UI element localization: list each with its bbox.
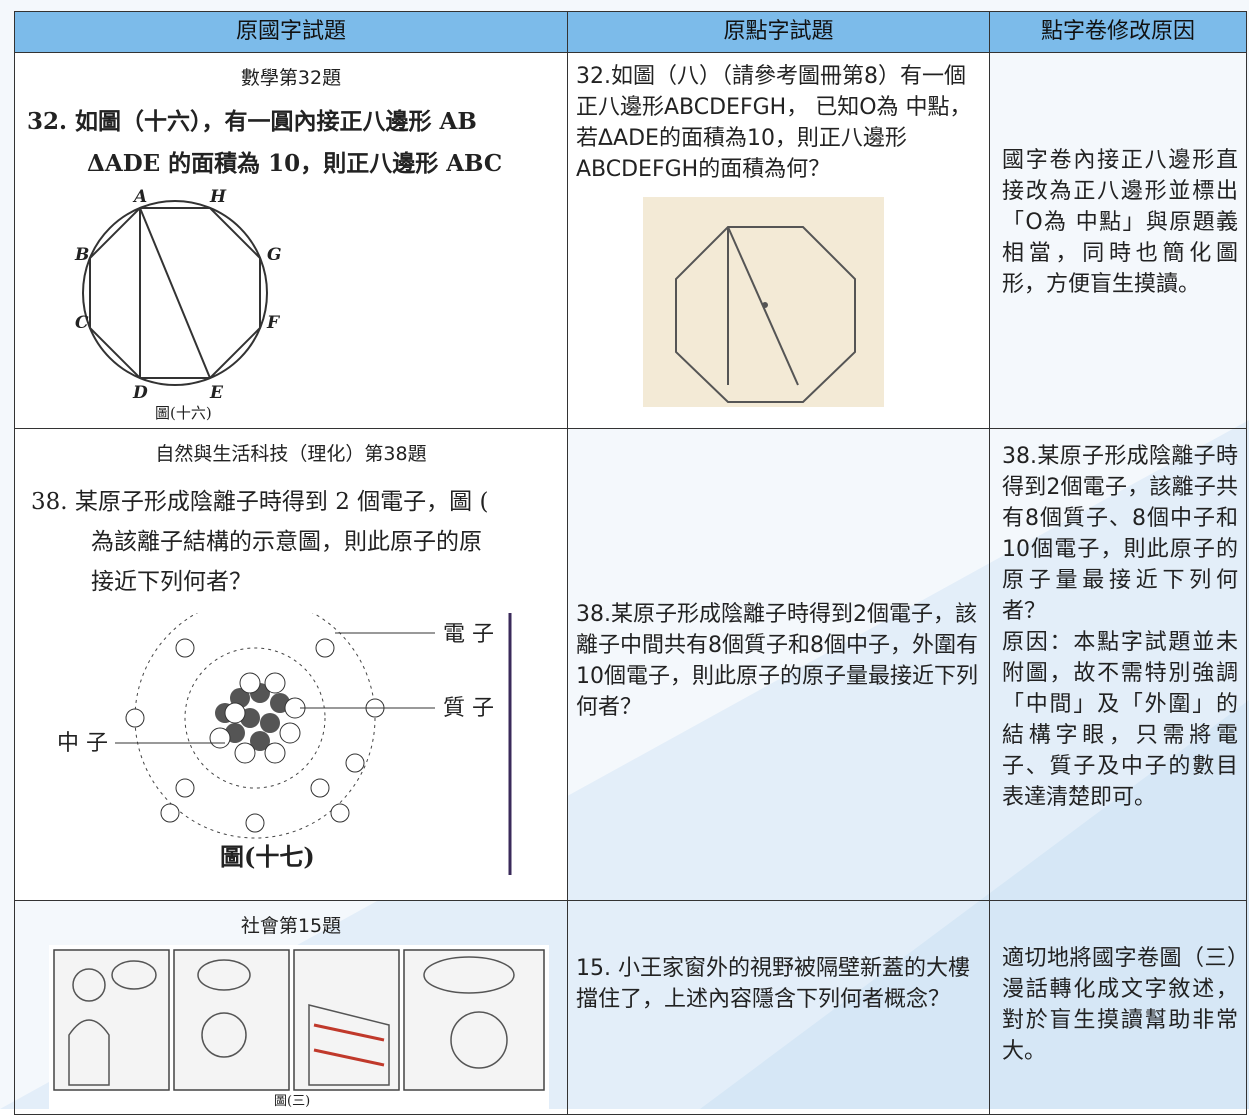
header-cell: 原點字試題 [567,11,990,53]
figure-label: 質 子 [443,696,494,721]
reason-cell: 適切地將國字卷圖（三）漫話轉化成文字敘述，對於盲生摸讀幫助非常大。 [989,900,1247,1115]
atom-figure: 電 子 質 子 中 子 圖(十七) [57,613,512,875]
original-cell: 自然與生活科技（理化）第38題 38. 某原子形成陰離子時得到 2 個電子，圖 … [14,428,568,901]
reason-text: 國字卷內接正八邊形直接改為正八邊形並標出「O為 中點」與原題義相當，同時也簡化圖… [1002,148,1238,297]
original-cell: 數學第32題 32. 如圖（十六），有一圓內接正八邊形 AB ΔADE 的面積為… [14,52,568,429]
braille-text: 38.某原子形成陰離子時得到2個電子，該離子中間共有8個質子和8個中子，外圍有1… [576,602,978,720]
header-cell: 點字卷修改原因 [989,11,1247,53]
braille-text: 32.如圖（八）（請參考圖冊第8）有一個正八邊形ABCDEFGH， 已知O為 中… [576,64,972,182]
question-line: 32. 如圖（十六），有一圓內接正八邊形 AB [27,108,477,135]
subject: 自然與生活科技（理化）第38題 [155,443,427,465]
figure-caption: 圖(十六) [155,404,212,422]
vertex-label: E [209,383,224,403]
octagon-figure: A H B G C F D E 圖(十六) [74,188,282,422]
question-line: 38. 某原子形成陰離子時得到 2 個電子，圖 ( [31,489,489,515]
figure-label: 中 子 [57,731,108,756]
vertex-label: H [209,188,227,207]
figure-caption: 圖(三) [274,1094,310,1109]
question-line: 為該離子結構的示意圖，則此原子的原 [91,529,482,555]
comic-figure: 圖(三) [49,945,549,1110]
question-line: ΔADE 的面積為 10，則正八邊形 ABC [87,150,503,177]
figure-caption: 圖(十七) [220,842,315,871]
header-cell: 原國字試題 [14,11,568,53]
question-line: 接近下列何者？ [91,569,252,595]
reason-text: 適切地將國字卷圖（三）漫話轉化成文字敘述，對於盲生摸讀幫助非常大。 [1002,946,1238,1064]
subject: 數學第32題 [240,67,342,89]
braille-cell: 32.如圖（八）（請參考圖冊第8）有一個正八邊形ABCDEFGH， 已知O為 中… [567,52,990,429]
braille-figure [643,197,884,407]
braille-cell: 38.某原子形成陰離子時得到2個電子，該離子中間共有8個質子和8個中子，外圍有1… [567,428,990,901]
reason-text: 38.某原子形成陰離子時得到2個電子，該離子共有8個質子、8個中子和10個電子，… [1002,444,1238,810]
vertex-label: G [267,245,282,265]
figure-label: 電 子 [443,622,494,647]
reason-cell: 國字卷內接正八邊形直接改為正八邊形並標出「O為 中點」與原題義相當，同時也簡化圖… [989,52,1247,429]
vertex-label: D [132,383,148,403]
vertex-label: F [266,313,281,333]
vertex-label: C [75,313,89,333]
vertex-label: A [132,188,147,207]
reason-cell: 38.某原子形成陰離子時得到2個電子，該離子共有8個質子、8個中子和10個電子，… [989,428,1247,901]
subject: 社會第15題 [240,915,342,937]
vertex-label: B [74,245,89,265]
braille-text: 15. 小王家窗外的視野被隔壁新蓋的大樓擋住了，上述內容隱含下列何者概念？ [576,956,970,1012]
original-cell: 社會第15題 圖(三) [14,900,568,1115]
braille-cell: 15. 小王家窗外的視野被隔壁新蓋的大樓擋住了，上述內容隱含下列何者概念？ [567,900,990,1115]
